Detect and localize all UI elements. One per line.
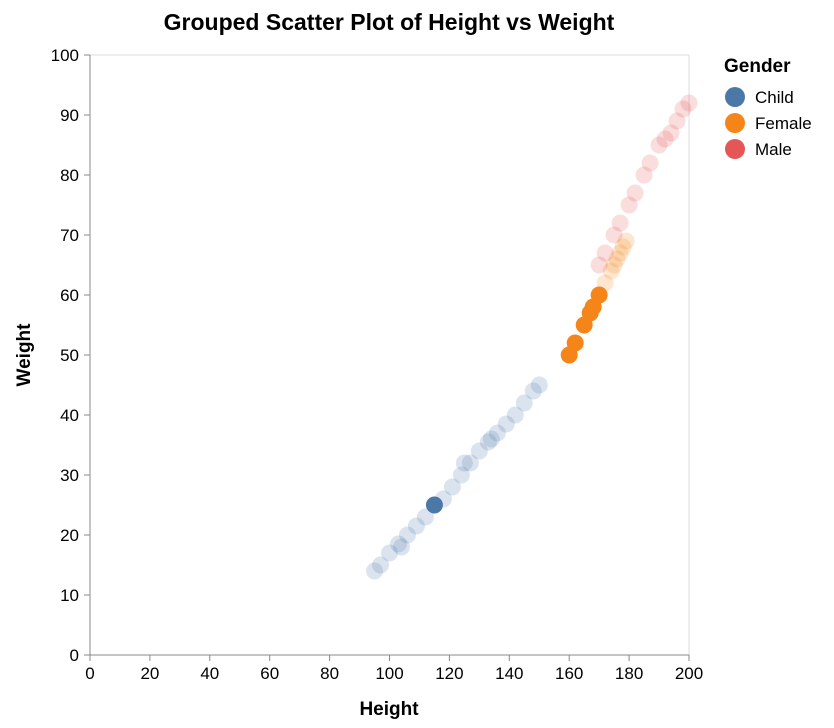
x-axis-title: Height: [359, 699, 419, 720]
y-axis: 0 10 20 30 40 50 60 70 80 90 100 Weight: [14, 46, 91, 665]
child-point: [372, 556, 390, 574]
x-tick-label: 140: [495, 664, 523, 683]
child-point: [455, 454, 473, 472]
male-point: [674, 100, 692, 118]
x-tick-label: 80: [320, 664, 339, 683]
y-tick-label: 40: [60, 406, 79, 425]
y-tick-label: 10: [60, 586, 79, 605]
child-point: [443, 478, 461, 496]
female-point: [605, 256, 623, 274]
male-point: [668, 112, 686, 130]
male-point: [590, 256, 608, 274]
child-point: [497, 415, 515, 433]
legend-swatch-female: [725, 113, 745, 133]
y-tick-label: 80: [60, 166, 79, 185]
child-point: [470, 442, 488, 460]
child-point: [392, 538, 410, 556]
y-ticks: 0 10 20 30 40 50 60 70 80 90 100: [51, 46, 90, 665]
x-ticks: 0 20 40 60 80 100 120 140 160 180 200: [85, 655, 703, 683]
x-tick-label: 20: [140, 664, 159, 683]
x-tick-label: 180: [615, 664, 643, 683]
female-point: [566, 334, 584, 352]
y-tick-label: 100: [51, 46, 79, 65]
child-point: [407, 517, 425, 535]
female-point: [617, 232, 635, 250]
male-point: [605, 226, 623, 244]
female-point: [608, 250, 626, 268]
y-tick-label: 60: [60, 286, 79, 305]
child-point: [416, 508, 434, 526]
y-tick-label: 30: [60, 466, 79, 485]
female-point: [596, 274, 614, 292]
male-point: [662, 124, 680, 142]
male-point: [641, 154, 659, 172]
child-point: [366, 562, 384, 580]
legend-label-male: Male: [755, 140, 792, 159]
child-point: [506, 406, 524, 424]
male-point: [626, 184, 644, 202]
child-point: [461, 454, 479, 472]
child-point: [425, 496, 443, 514]
child-point: [482, 430, 500, 448]
male-point: [611, 214, 629, 232]
y-tick-label: 20: [60, 526, 79, 545]
child-point: [452, 466, 470, 484]
x-tick-label: 120: [435, 664, 463, 683]
x-tick-label: 0: [85, 664, 94, 683]
data-marks: [366, 94, 698, 580]
female-point: [614, 238, 632, 256]
legend-swatch-child: [725, 87, 745, 107]
legend: Gender Child Female Male: [724, 56, 812, 159]
male-point: [620, 196, 638, 214]
x-tick-label: 60: [260, 664, 279, 683]
child-point: [488, 424, 506, 442]
x-axis: 0 20 40 60 80 100 120 140 160 180 200 Height: [85, 654, 703, 720]
male-point: [680, 94, 698, 112]
child-point: [479, 433, 497, 451]
x-tick-label: 100: [375, 664, 403, 683]
legend-label-female: Female: [755, 114, 812, 133]
child-point: [515, 394, 533, 412]
child-point: [530, 376, 548, 394]
x-tick-label: 200: [675, 664, 703, 683]
male-point: [656, 130, 674, 148]
x-tick-label: 160: [555, 664, 583, 683]
legend-swatch-male: [725, 139, 745, 159]
y-tick-label: 50: [60, 346, 79, 365]
child-point: [398, 526, 416, 544]
male-point: [635, 166, 653, 184]
legend-label-child: Child: [755, 88, 794, 107]
child-point: [389, 535, 407, 553]
child-point: [524, 382, 542, 400]
y-axis-title: Weight: [14, 323, 35, 387]
y-tick-label: 70: [60, 226, 79, 245]
female-point: [602, 262, 620, 280]
female-point: [590, 286, 608, 304]
child-point: [381, 544, 398, 562]
legend-title: Gender: [724, 56, 791, 77]
male-point: [596, 244, 614, 262]
legend-items: Child Female Male: [725, 87, 812, 159]
male-point: [650, 136, 668, 154]
plot-area: [90, 54, 698, 655]
y-tick-label: 90: [60, 106, 79, 125]
chart-title: Grouped Scatter Plot of Height vs Weight: [164, 9, 615, 35]
female-point: [611, 244, 629, 262]
y-tick-label: 0: [70, 646, 79, 665]
x-tick-label: 40: [200, 664, 219, 683]
child-point: [434, 490, 452, 508]
